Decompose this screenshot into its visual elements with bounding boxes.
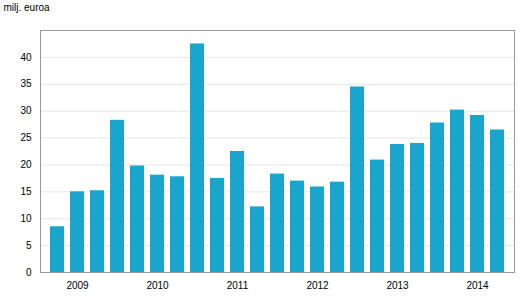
svg-text:25: 25: [20, 132, 32, 143]
svg-text:2009: 2009: [66, 280, 89, 291]
svg-text:2014: 2014: [466, 280, 489, 291]
svg-text:10: 10: [20, 213, 32, 224]
svg-text:5: 5: [26, 240, 32, 251]
svg-text:2012: 2012: [306, 280, 329, 291]
svg-text:20: 20: [20, 159, 32, 170]
svg-text:milj. euroa: milj. euroa: [4, 2, 51, 13]
svg-text:2013: 2013: [386, 280, 409, 291]
svg-text:2010: 2010: [146, 280, 169, 291]
svg-text:15: 15: [20, 186, 32, 197]
svg-text:30: 30: [20, 105, 32, 116]
svg-text:2011: 2011: [227, 280, 249, 291]
svg-text:0: 0: [26, 267, 32, 278]
svg-text:40: 40: [20, 52, 32, 63]
svg-text:35: 35: [20, 78, 32, 89]
